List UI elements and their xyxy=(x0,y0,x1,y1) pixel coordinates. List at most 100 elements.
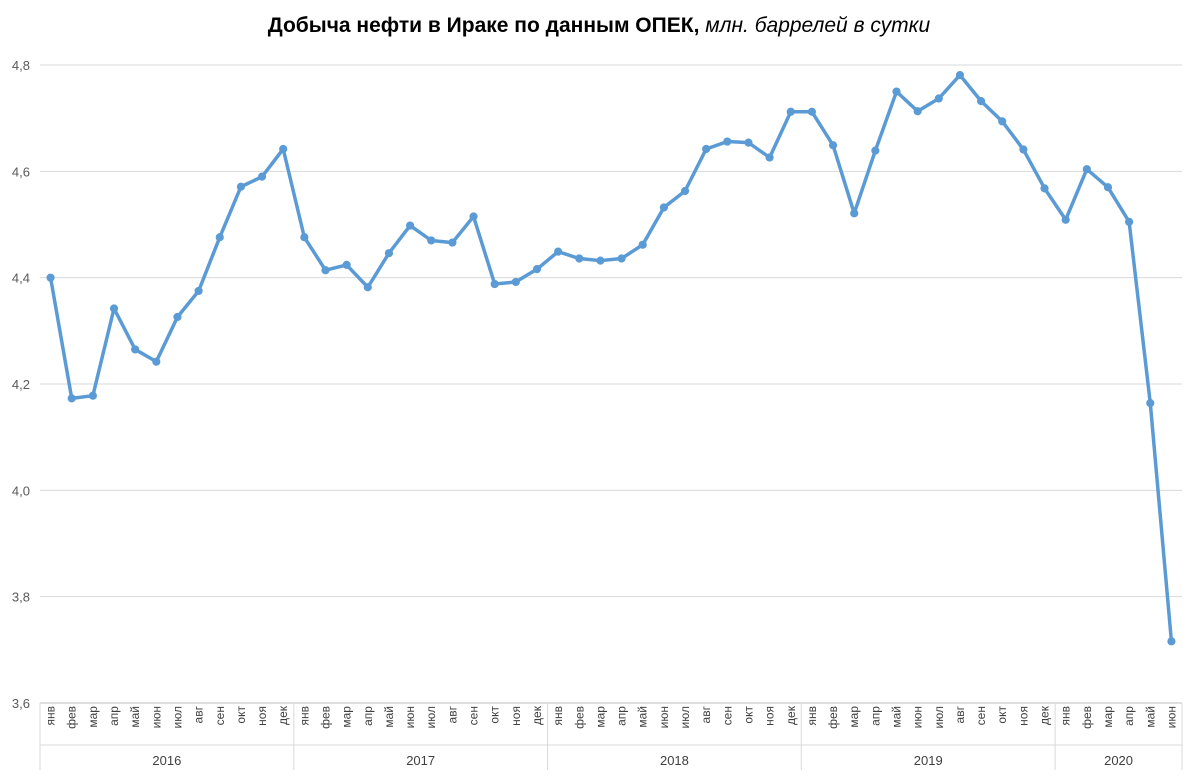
x-tick-label-month: мар xyxy=(340,706,354,728)
data-point xyxy=(934,94,943,103)
data-point xyxy=(490,279,499,289)
chart-title-main: Добыча нефти в Ираке по данным ОПЕК xyxy=(267,14,694,37)
data-point xyxy=(469,212,478,221)
y-tick-label: 4,8 xyxy=(12,58,30,73)
data-point xyxy=(427,236,436,245)
x-tick-label-month: сен xyxy=(720,706,734,725)
data-point xyxy=(46,273,55,282)
x-tick-label-month: апр xyxy=(361,706,375,726)
x-tick-label-month: янв xyxy=(805,706,819,726)
data-point xyxy=(1146,399,1155,408)
data-point xyxy=(1125,217,1134,226)
data-point xyxy=(828,141,838,150)
x-tick-label-month: фев xyxy=(1080,706,1094,729)
x-tick-label-month: сен xyxy=(213,706,227,725)
data-point xyxy=(1082,165,1091,174)
x-tick-label-month: авг xyxy=(192,705,206,723)
data-point xyxy=(765,153,774,162)
data-point xyxy=(88,391,97,400)
x-tick-label-month: апр xyxy=(1122,706,1136,726)
data-point xyxy=(448,238,457,247)
data-point xyxy=(1103,183,1113,192)
x-tick-label-month: июл xyxy=(678,706,692,728)
data-point xyxy=(850,209,859,218)
x-tick-label-month: фев xyxy=(319,706,333,729)
x-tick-label-month: фев xyxy=(572,706,586,729)
data-point xyxy=(1167,637,1176,646)
data-point xyxy=(384,249,394,258)
x-tick-label-month: мар xyxy=(847,706,861,728)
x-tick-label-month: дек xyxy=(1038,705,1052,725)
y-axis: 3,6 3,8 4,0 4,2 4,4 4,6 4,8 xyxy=(12,58,30,711)
x-tick-label-month: мар xyxy=(86,706,100,728)
y-tick-label: 4,4 xyxy=(12,271,30,286)
x-tick-label-month: ноя xyxy=(509,706,523,726)
chart-subtitle: млн. баррелей в сутки xyxy=(705,14,931,37)
data-point xyxy=(723,137,732,146)
data-point xyxy=(680,186,690,196)
data-point xyxy=(998,117,1007,126)
x-tick-label-month: авг xyxy=(953,705,967,723)
data-point xyxy=(511,277,520,287)
y-tick-label: 3,8 xyxy=(12,590,30,605)
x-tick-label-month: фев xyxy=(826,706,840,729)
x-tick-label-month: окт xyxy=(995,706,1009,724)
x-tick-label-month: янв xyxy=(1059,706,1073,726)
x-tick-label-month: окт xyxy=(488,706,502,724)
data-point xyxy=(279,144,288,154)
x-tick-label-month: сен xyxy=(974,706,988,725)
data-point xyxy=(913,107,922,116)
x-tick-label-month: июн xyxy=(149,706,163,728)
x-tick-label-year: 2018 xyxy=(660,753,689,768)
x-tick-label-month: дек xyxy=(530,705,544,725)
x-tick-label-month: май xyxy=(128,706,142,728)
data-point xyxy=(236,182,246,191)
data-point xyxy=(109,304,119,313)
x-tick-label-month: май xyxy=(890,706,904,728)
x-tick-label-year: 2016 xyxy=(152,753,181,768)
x-tick-label-month: дек xyxy=(784,705,798,725)
data-point xyxy=(659,203,668,212)
x-tick-label-month: ноя xyxy=(763,706,777,726)
x-tick-label-month: окт xyxy=(234,706,248,724)
data-point xyxy=(215,233,224,242)
x-tick-label-month: мар xyxy=(593,706,607,728)
data-point xyxy=(173,312,182,322)
data-point xyxy=(596,256,605,265)
x-tick-label-year: 2019 xyxy=(914,753,943,768)
series-oil-production xyxy=(46,71,1176,646)
y-tick-label: 4,6 xyxy=(12,164,30,179)
data-point xyxy=(131,345,140,354)
data-point xyxy=(257,172,267,181)
x-tick-label-month: июл xyxy=(932,706,946,728)
data-point xyxy=(1040,184,1049,193)
x-tick-label-month: окт xyxy=(741,706,755,724)
data-point xyxy=(638,240,647,249)
x-tick-label-month: янв xyxy=(551,706,565,726)
x-tick-label-month: июн xyxy=(1164,706,1178,728)
data-point xyxy=(955,71,965,80)
x-tick-label-month: июл xyxy=(424,706,438,728)
x-tick-label-month: янв xyxy=(44,706,58,726)
x-tick-label-month: июн xyxy=(403,706,417,728)
x-tick-label-month: дек xyxy=(276,705,290,725)
x-tick-label-month: апр xyxy=(107,706,121,726)
x-tick-label-month: сен xyxy=(467,706,481,725)
x-tick-label-month: май xyxy=(1143,706,1157,728)
data-point xyxy=(405,221,415,230)
data-point xyxy=(1061,215,1070,224)
x-tick-label-month: май xyxy=(382,706,396,728)
data-point xyxy=(976,97,986,106)
data-point xyxy=(554,247,563,256)
data-point xyxy=(807,107,817,116)
x-tick-label-year: 2017 xyxy=(406,753,435,768)
chart-title: Добыча нефти в Ираке по данным ОПЕК, млн… xyxy=(267,14,931,37)
x-tick-label-month: июн xyxy=(911,706,925,728)
x-tick-label-year: 2020 xyxy=(1104,753,1133,768)
x-tick-label-month: авг xyxy=(699,705,713,723)
gridlines xyxy=(40,64,1182,598)
data-point xyxy=(575,254,584,263)
data-point xyxy=(702,144,711,154)
data-point xyxy=(744,138,753,147)
